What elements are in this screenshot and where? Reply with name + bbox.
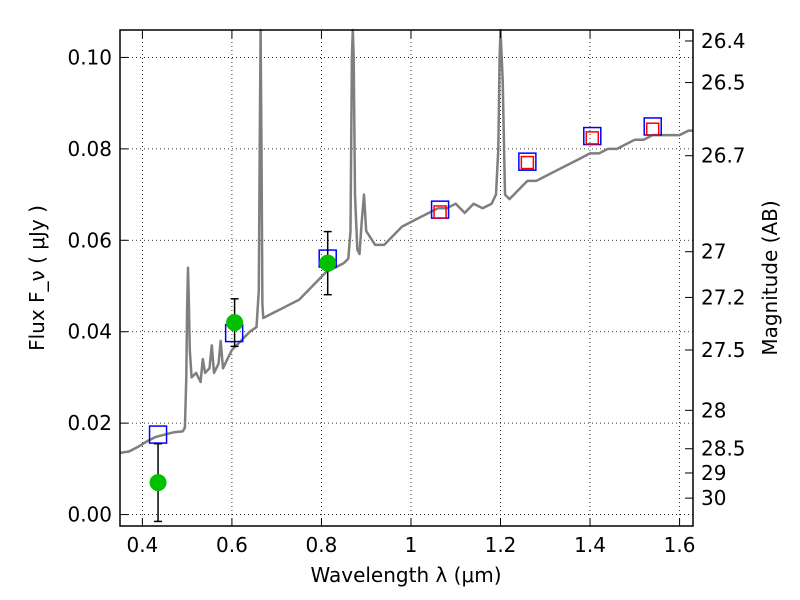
- right-tick-label: 27.2: [701, 285, 746, 309]
- spectrum-line: [119, 28, 693, 455]
- detection-point: [319, 254, 337, 272]
- model-photometry-marker: [518, 152, 537, 171]
- y-tick-label: 0.08: [67, 137, 112, 161]
- observed-photometry-marker: [520, 155, 535, 170]
- right-axis-label: Magnitude (AB): [758, 200, 782, 355]
- x-tick-label: 0.4: [126, 533, 158, 557]
- right-tick-label: 27.5: [701, 338, 746, 362]
- y-tick-label: 0.10: [67, 45, 112, 69]
- spectrum-layer: [119, 28, 693, 455]
- right-tick-label: 26.4: [701, 29, 746, 53]
- y-tick-label: 0.04: [67, 320, 112, 344]
- right-tick-label: 30: [701, 486, 726, 510]
- y-axis-label: Flux F_ν ( μJy ): [25, 205, 49, 351]
- observed-photometry-marker: [433, 205, 447, 219]
- right-tick-label: 29: [701, 461, 726, 485]
- x-tick-label: 1: [405, 533, 418, 557]
- right-tick-label: 28: [701, 398, 726, 422]
- y-tick-label: 0.00: [67, 503, 112, 527]
- y-axis-label-group: Flux F_ν ( μJy ): [25, 205, 49, 351]
- x-axis-label: Wavelength λ (μm): [310, 563, 501, 587]
- right-tick-label: 26.5: [701, 71, 746, 95]
- detection-point: [226, 314, 244, 332]
- x-tick-label: 1.6: [664, 533, 696, 557]
- tick-labels: 0.4 0.6 0.8 1 1.2 1.4 1.6 0.00 0.02 0.04 0.06 0.08 0…: [67, 29, 745, 557]
- right-tick-label: 27: [701, 240, 726, 264]
- x-tick-label: 0.8: [306, 533, 338, 557]
- x-tick-label: 1.2: [485, 533, 517, 557]
- right-axis-label-group: Magnitude (AB): [758, 200, 782, 355]
- x-tick-label: 1.4: [574, 533, 606, 557]
- tick-marks: [120, 30, 693, 526]
- right-tick-label: 26.7: [701, 144, 746, 168]
- observed-photometry-marker: [585, 131, 600, 145]
- plot-frame: [119, 29, 694, 527]
- x-tick-label: 0.6: [216, 533, 248, 557]
- observed-photometry-marker: [645, 122, 660, 136]
- y-tick-label: 0.02: [67, 411, 112, 435]
- right-tick-label: 28.5: [701, 437, 746, 461]
- y-tick-label: 0.06: [67, 228, 112, 252]
- detection-point: [149, 474, 167, 492]
- marker-layer: [148, 117, 662, 523]
